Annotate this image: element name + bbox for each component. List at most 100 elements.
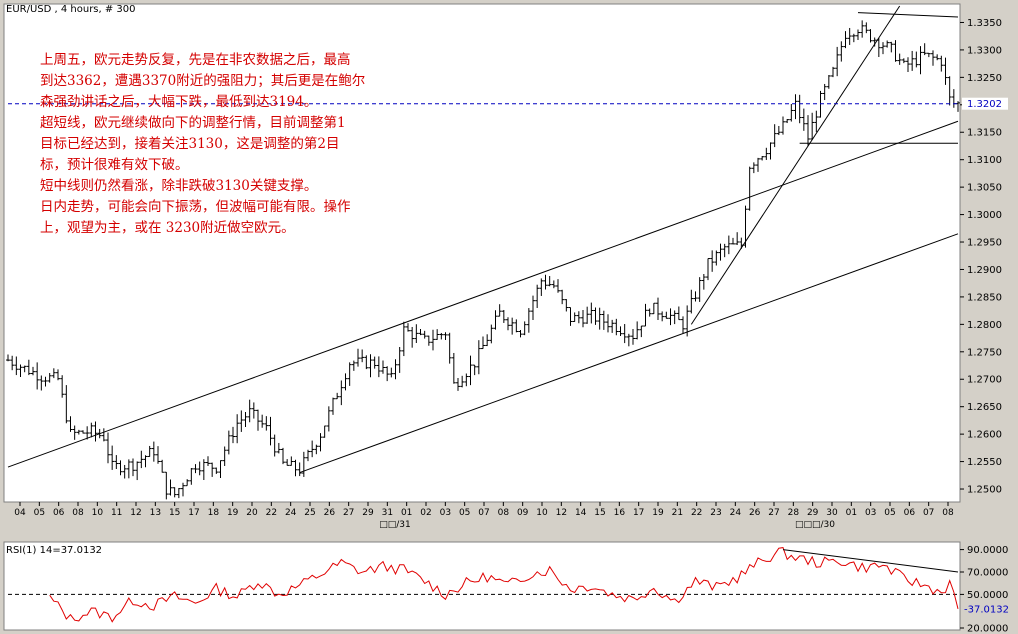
price-bar [81,430,85,434]
price-bar [201,459,206,480]
price-bar [14,356,19,376]
time-tick-label: 12 [556,508,567,518]
price-bar [560,289,565,305]
price-bar [218,460,223,479]
price-tick-label: 1.2650 [967,402,1002,413]
price-bar [76,429,81,435]
price-bar [493,310,498,330]
price-bar [843,31,848,49]
time-tick-label: 18 [208,508,220,518]
price-bar [72,425,77,440]
price-bar [935,54,940,61]
price-bar [156,446,160,464]
price-bar [885,40,890,48]
time-tick-label: 08 [498,508,510,518]
price-bar [460,375,465,388]
price-bar [168,479,173,496]
price-bar [497,304,502,317]
price-bar [931,50,935,66]
price-bar [351,360,356,371]
price-bar [701,273,706,290]
price-bar [106,432,110,464]
price-bar [281,447,285,465]
price-bar [376,356,381,378]
month-label: □□□/30 [795,520,835,530]
price-bar [564,298,569,312]
commentary-line: 标，预计很难有效下破。 [40,157,189,173]
time-tick-label: 08 [72,508,84,518]
price-bar [31,366,35,376]
price-tick-label: 1.3050 [967,183,1002,194]
price-bar [160,459,165,473]
price-bar [393,359,398,380]
price-bar [164,471,169,500]
price-bar [272,434,277,457]
chart-header: EUR/USD , 4 hours, # 300 [6,4,136,15]
price-bar [689,289,694,314]
time-tick-label: 08 [942,508,954,518]
time-tick-label: 27 [768,508,779,518]
price-bar [285,459,290,466]
price-bar [576,311,581,324]
commentary-line: 短中线则仍然看涨，除非跌破3130关键支撑。 [40,178,318,194]
time-tick-label: 14 [575,508,587,518]
price-tick-label: 1.2550 [967,457,1002,468]
price-bar [806,115,810,147]
time-tick-label: 21 [672,508,683,518]
price-bar [318,433,323,452]
price-bar [314,444,319,455]
time-tick-label: 07 [923,508,934,518]
analysis-commentary: 上周五，欧元走势反复，先是在非农数据之后，最高 到达3362，遭遇3370附近的… [40,50,420,239]
time-tick-label: 30 [826,508,838,518]
price-bar [401,321,406,357]
price-bar [181,482,185,497]
price-bar [39,375,44,391]
price-bar [26,359,31,376]
time-tick-label: 24 [730,508,742,518]
price-bar [718,243,723,261]
price-bar [751,162,756,174]
rsi-tick-label: 90.0000 [967,545,1008,556]
price-bar [339,380,344,406]
price-bar [714,250,719,266]
price-bar [835,46,840,77]
price-bar [776,125,781,136]
time-tick-label: 03 [865,508,876,518]
price-bar [297,462,302,477]
price-bar [797,94,802,124]
price-bar [606,314,610,333]
time-axis-month-labels: □□/31 □□□/30 [379,520,835,530]
current-price-label: 1.3202 [967,99,1002,110]
rsi-title: RSI(1) 14=37.0132 [6,545,102,556]
price-bar [876,37,881,58]
price-bar [610,319,615,333]
price-bar [635,321,640,340]
time-tick-label: 22 [266,508,277,518]
price-bar [426,335,431,346]
price-bar [772,124,777,148]
price-bar [68,416,73,432]
price-bar [556,279,560,293]
price-tick-label: 1.3250 [967,73,1002,84]
price-bar [89,422,94,438]
price-bar [893,40,898,62]
price-bar [618,326,623,337]
rsi-line [49,547,959,623]
price-bar [643,303,648,327]
commentary-line: 上，观望为主，或在 3230附近做空欧元。 [40,220,295,236]
price-bar [943,57,948,85]
price-chart: EUR/USD , 4 hours, # 300 1.2500 1.2550 1.2… [3,3,1008,530]
time-tick-label: 31 [382,508,393,518]
price-tick-label: 1.3350 [967,18,1002,29]
month-label: □□/31 [379,520,411,530]
price-bar [18,364,23,377]
price-bar [51,368,56,379]
time-tick-label: 27 [343,508,354,518]
price-bar [47,373,52,383]
price-bar [664,311,669,319]
price-bar [197,461,202,476]
price-tick-label: 1.2500 [967,485,1002,496]
price-bar [135,461,140,481]
price-tick-label: 1.2600 [967,430,1002,441]
price-bar [239,410,244,432]
